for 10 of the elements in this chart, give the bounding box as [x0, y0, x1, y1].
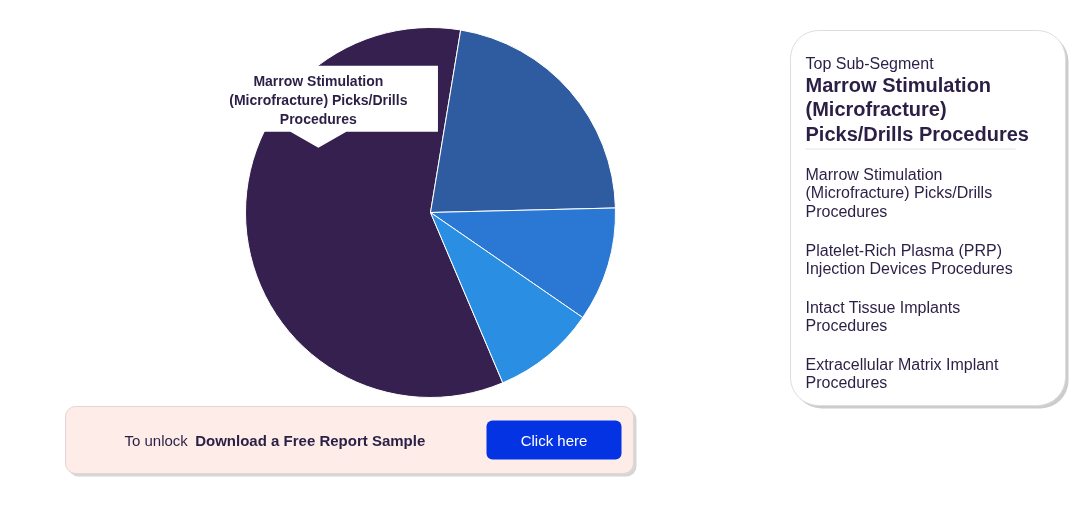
text: Extracellular Matrix Implant Procedures	[805, 356, 999, 392]
slice-label: Marrow Stimulation (Microfracture) Picks/Drills Procedures	[229, 72, 408, 128]
text: Top Sub-Segment	[805, 54, 935, 72]
text: Platelet-Rich Plasma (PRP) Injection Devices Procedures	[805, 242, 1013, 278]
text: Download a Free Report Sample	[195, 431, 426, 449]
text: Click here	[520, 431, 588, 449]
text: Intact Tissue Implants Procedures	[805, 299, 961, 335]
text: Marrow Stimulation (Microfracture) Picks/Drills Procedures	[805, 73, 1029, 146]
text: To unlock	[124, 431, 189, 449]
text: Marrow Stimulation (Microfracture) Picks/Drills Procedures	[805, 166, 993, 220]
